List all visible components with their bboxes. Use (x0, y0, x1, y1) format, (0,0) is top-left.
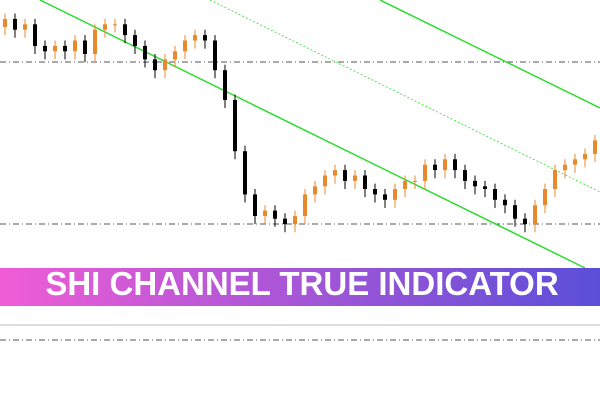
candle-body (553, 170, 557, 189)
candle-body (23, 24, 27, 30)
banner (0, 268, 600, 306)
candle-body (373, 189, 377, 195)
candle-body (343, 170, 347, 181)
candle-body (243, 151, 247, 195)
candle-body (3, 18, 7, 27)
channel-mid-line (209, 0, 600, 193)
candle-body (263, 210, 267, 216)
candle-body (33, 24, 37, 46)
candle-body (323, 175, 327, 187)
candle-body (573, 159, 577, 165)
candle-body (503, 199, 507, 206)
candle-body (123, 24, 127, 36)
candle-body (453, 159, 457, 171)
candle-body (473, 180, 477, 187)
candle-body (493, 189, 497, 200)
candle-body (103, 24, 107, 30)
candle-body (463, 170, 467, 181)
candle-body (483, 186, 487, 189)
candle-body (13, 18, 17, 30)
candle-body (143, 45, 147, 60)
candle-body (383, 194, 387, 200)
candle-body (113, 24, 117, 26)
candle-body (213, 40, 217, 71)
candle-body (403, 180, 407, 189)
candle-body (223, 70, 227, 100)
candle-body (83, 40, 87, 54)
candle-body (583, 153, 587, 160)
candle-body (73, 40, 77, 52)
candle-body (313, 186, 317, 195)
candle-body (63, 45, 67, 52)
candle-body (133, 35, 137, 46)
candle-body (443, 159, 447, 171)
candle-body (293, 216, 297, 225)
candle-body (353, 175, 357, 181)
candle-body (523, 218, 527, 225)
candle-body (253, 194, 257, 216)
candles (3, 13, 597, 233)
candle-body (363, 175, 367, 189)
candle-body (233, 99, 237, 152)
channel-line (39, 0, 586, 269)
candle-body (393, 189, 397, 200)
candle-body (183, 40, 187, 52)
candle-body (203, 35, 207, 41)
candle-body (593, 140, 597, 154)
candle-body (543, 189, 547, 206)
candle-body (193, 35, 197, 41)
candle-body (413, 180, 417, 182)
candle-body (423, 164, 427, 181)
candle-body (563, 164, 567, 171)
candle-body (333, 170, 337, 176)
candle-body (43, 45, 47, 52)
candle-body (153, 59, 157, 71)
candle-body (93, 29, 97, 54)
candle-body (273, 210, 277, 219)
channel-line (379, 0, 600, 109)
candle-body (173, 51, 177, 60)
candle-body (513, 205, 517, 219)
banner-title: SHI CHANNEL TRUE INDICATOR (45, 265, 559, 302)
candle-body (303, 194, 307, 216)
candle-body (533, 205, 537, 225)
candle-body (53, 45, 57, 52)
candle-body (433, 164, 437, 171)
candle-body (283, 218, 287, 225)
candle-body (163, 59, 167, 71)
